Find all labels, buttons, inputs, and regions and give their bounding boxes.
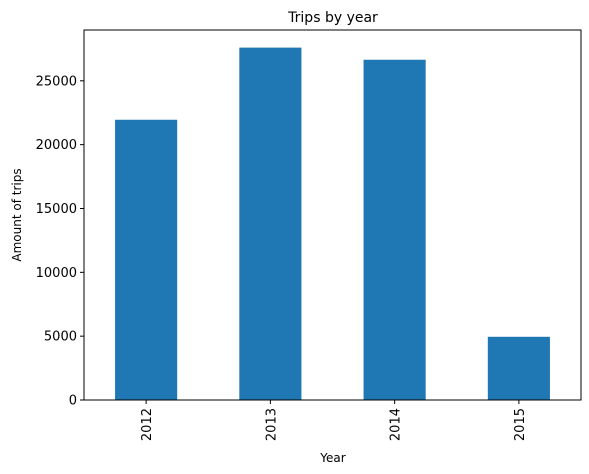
y-tick-label-15000: 15000 [36, 202, 77, 217]
x-tick-label-2015: 2015 [513, 408, 528, 441]
x-tick-label-2014: 2014 [389, 408, 404, 441]
y-tick-label-25000: 25000 [36, 74, 77, 89]
bars-group [115, 47, 550, 400]
bar-2015 [487, 336, 550, 400]
x-tick-label-2013: 2013 [264, 408, 279, 441]
y-axis-label: Amount of trips [10, 168, 24, 261]
x-tick-label-2012: 2012 [140, 408, 155, 441]
x-axis-label: Year [319, 451, 345, 465]
x-axis: 2012 2013 2014 2015 [140, 400, 528, 441]
bar-2012 [115, 119, 178, 400]
y-tick-label-20000: 20000 [36, 138, 77, 153]
bar-2013 [239, 47, 302, 400]
y-tick-label-5000: 5000 [44, 330, 77, 345]
plot-frame [83, 29, 582, 401]
bar-2014 [363, 59, 426, 400]
y-tick-label-10000: 10000 [36, 266, 77, 281]
chart-title: Trips by year [287, 10, 378, 26]
y-tick-label-0: 0 [69, 394, 77, 409]
y-axis: 0 5000 10000 15000 20000 25000 [36, 74, 84, 409]
